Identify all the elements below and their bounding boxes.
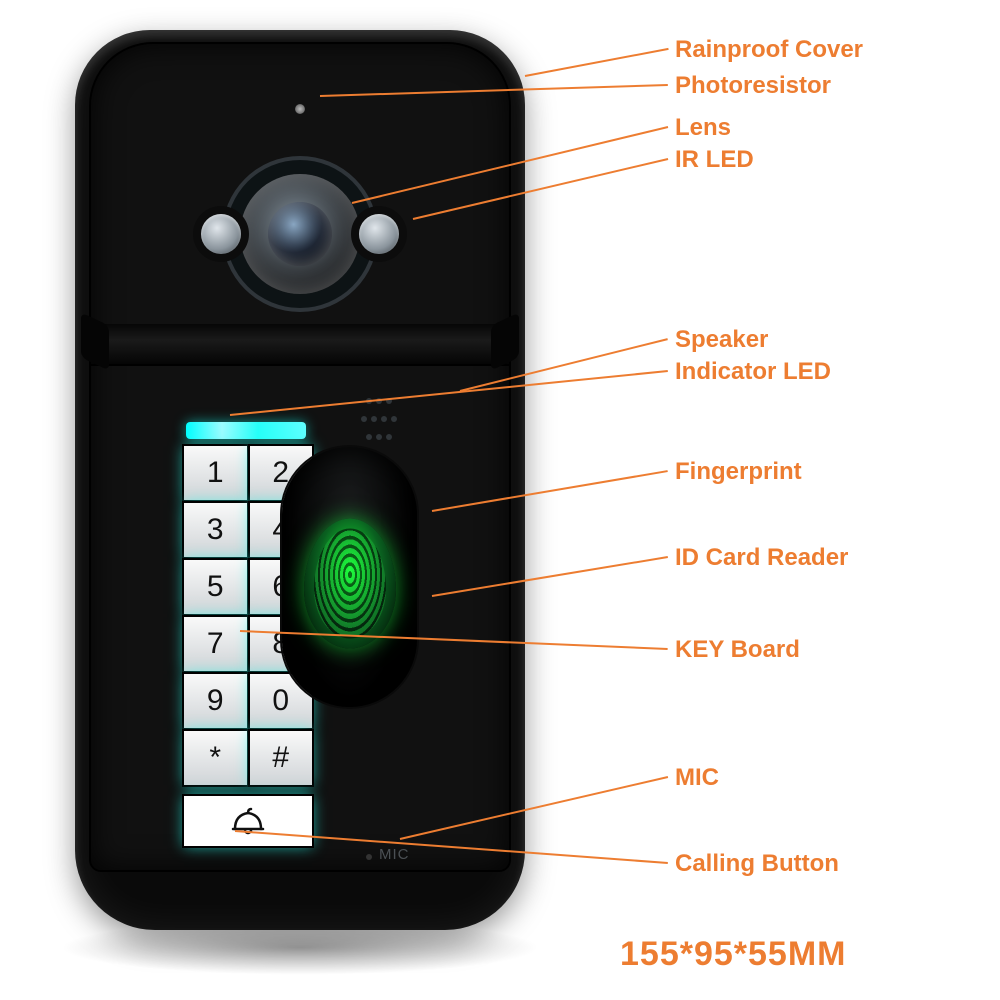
callout-indicator-led: Indicator LED — [675, 358, 831, 386]
device-body: 1 2 3 4 5 6 7 8 9 0 * # M — [75, 30, 525, 930]
mic-hole — [366, 854, 372, 860]
indicator-led-bar — [186, 422, 306, 439]
key-star[interactable]: * — [184, 731, 247, 785]
fingerprint-icon — [304, 519, 396, 649]
camera-lens — [240, 174, 360, 294]
dimensions-text: 155*95*55MM — [620, 935, 846, 974]
key-5[interactable]: 5 — [184, 560, 247, 614]
key-9[interactable]: 9 — [184, 674, 247, 728]
callout-rainproof-cover: Rainproof Cover — [675, 36, 863, 64]
callout-fingerprint: Fingerprint — [675, 458, 802, 486]
callout-id-card-reader: ID Card Reader — [675, 544, 848, 572]
mic-label: MIC — [379, 846, 410, 863]
callout-photoresistor: Photoresistor — [675, 72, 831, 100]
callout-mic: MIC — [675, 764, 719, 792]
ir-led-left — [201, 214, 241, 254]
key-7[interactable]: 7 — [184, 617, 247, 671]
callout-ir-led: IR LED — [675, 146, 754, 174]
callout-speaker: Speaker — [675, 326, 768, 354]
key-3[interactable]: 3 — [184, 503, 247, 557]
ir-led-right — [359, 214, 399, 254]
device-front-panel: 1 2 3 4 5 6 7 8 9 0 * # M — [91, 44, 509, 870]
rainproof-cover-lip — [91, 324, 509, 366]
fingerprint-reader[interactable] — [282, 447, 417, 707]
key-1[interactable]: 1 — [184, 446, 247, 500]
photoresistor — [295, 104, 305, 114]
callout-lens: Lens — [675, 114, 731, 142]
key-hash[interactable]: # — [250, 731, 313, 785]
calling-button[interactable] — [184, 796, 312, 846]
callout-key-board: KEY Board — [675, 636, 800, 664]
leader-line-rainproof-cover — [525, 48, 668, 77]
callout-calling-button: Calling Button — [675, 850, 839, 878]
